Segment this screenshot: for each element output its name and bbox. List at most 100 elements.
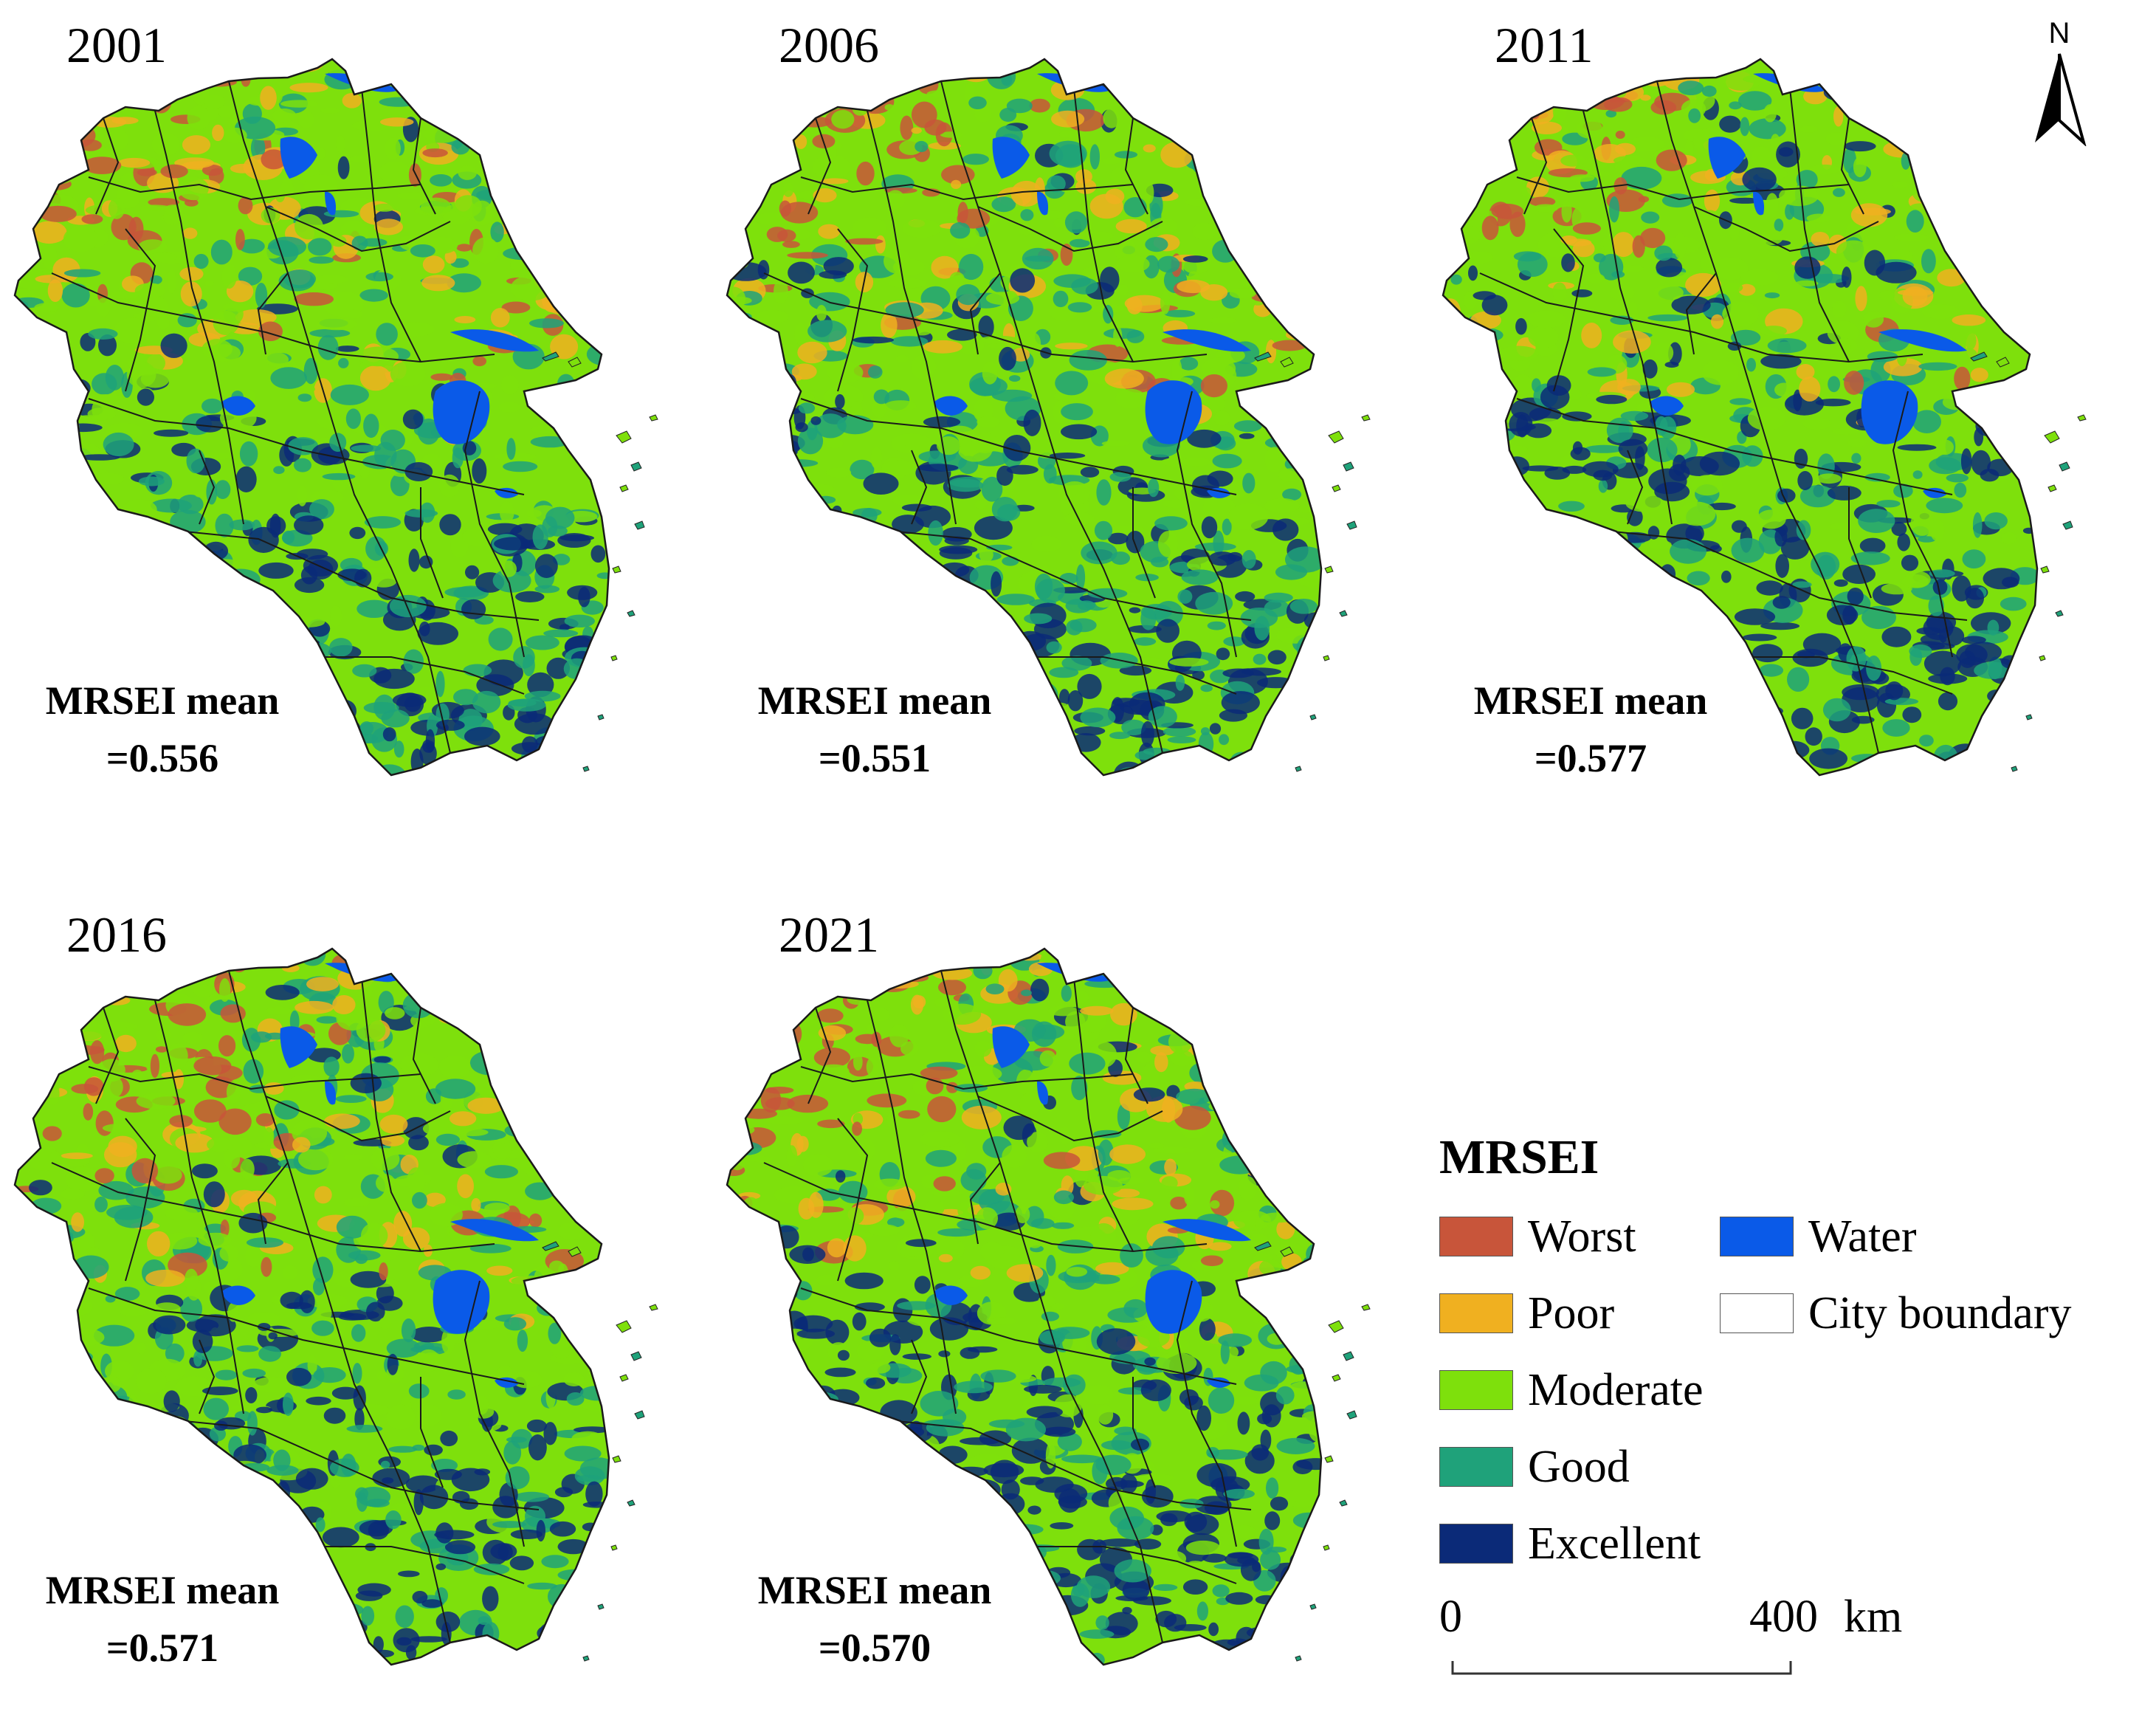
mrsei-patch [1200,727,1210,736]
mrsei-patch [41,93,69,114]
mrsei-patch [52,1423,90,1442]
mrsei-patch [41,1524,64,1549]
mrsei-patch [753,554,774,579]
mrsei-patch [63,423,103,433]
mrsei-patch [900,1041,919,1056]
island [568,1246,582,1257]
mrsei-patch [358,346,399,367]
mrsei-patch [568,1118,591,1144]
mrsei-patch [1232,1524,1256,1538]
mrsei-patch [1222,518,1232,536]
mrsei-patch [174,157,214,169]
mrsei-patch [543,1151,563,1163]
mrsei-patch [1915,120,1946,138]
mrsei-patch [531,954,545,976]
mrsei-patch [768,647,799,664]
mrsei-patch [980,1369,1016,1383]
mrsei-patch [816,1274,838,1286]
mrsei-patch [745,1530,763,1550]
mrsei-patch [1247,1285,1276,1307]
mrsei-patch [55,1285,69,1301]
mrsei-patch [295,213,323,240]
island [630,461,642,472]
mrsei-patch [477,86,503,104]
mrsei-patch [1183,994,1195,1013]
mrsei-patch [1833,579,1848,587]
mrsei-patch [1870,761,1899,775]
mrsei-patch [343,1197,371,1207]
mrsei-patch [1223,1488,1255,1499]
mrsei-patch [153,949,173,971]
mrsei-patch [419,60,430,83]
mrsei-patch [1144,182,1154,204]
mrsei-patch [1239,169,1253,176]
mrsei-patch [1618,439,1648,459]
mrsei-patch [1306,1243,1321,1265]
mrsei-patch [830,1497,859,1517]
mrsei-patch [2003,692,2025,714]
legend-item-city-boundary: City boundary [1720,1287,2071,1339]
mrsei-patch [1822,698,1851,722]
mrsei-patch [1564,69,1599,92]
mrsei-patch [1685,272,1721,298]
mrsei-patch [1055,343,1088,350]
mrsei-patch [215,513,234,537]
mrsei-patch [34,1468,66,1479]
mrsei-patch [196,1502,234,1518]
mrsei-patch [152,1476,162,1499]
mrsei-patch [574,86,590,97]
mrsei-patch [1572,240,1595,258]
mrsei-patch [788,261,815,284]
mrsei-patch [1729,197,1761,204]
mrsei-patch [24,190,49,210]
mrsei-patch [991,497,1018,522]
mrsei-patch [1523,651,1537,673]
mrsei-patch [1980,84,1997,104]
mrsei-patch [1606,417,1633,444]
mrsei-patch [1066,949,1087,963]
mrsei-patch [393,950,410,974]
mrsei-patch [1298,506,1312,514]
mrsei-patch [1044,210,1064,219]
city-boundary-line [265,206,451,252]
mrsei-patch [1969,190,2009,199]
mrsei-patch [1175,1007,1210,1015]
north-label: N [2049,17,2070,49]
mrsei-patch [1972,112,1984,135]
mrsei-patch [1293,162,1321,184]
mrsei-patch [1673,233,1687,259]
mrsei-patch [729,1274,750,1290]
mrsei-patch [554,1487,574,1498]
mrsei-patch [1121,719,1146,736]
mrsei-patch [514,983,544,993]
city-boundary-line [199,450,216,525]
mrsei-patch [811,952,847,974]
mrsei-patch [873,1178,906,1190]
mrsei-patch [261,149,287,170]
mrsei-patch [1115,219,1147,234]
mrsei-patch [444,250,457,264]
mrsei-patch [1980,761,2014,772]
mrsei-patch [1276,1437,1315,1454]
mrsei-patch [235,309,277,326]
water-body [1145,1270,1202,1334]
island [1332,484,1341,492]
mrsei-patch [364,516,402,529]
mrsei-patch [727,367,740,376]
island [1324,565,1334,574]
island [582,1655,590,1662]
mrsei-patch [392,692,427,707]
mrsei-patch [37,1527,78,1549]
mrsei-patch [1692,475,1723,496]
mrsei-patch [457,1128,489,1136]
mrsei-patch [1615,131,1625,139]
mrsei-patch [423,1017,435,1025]
mrsei-patch [1832,427,1860,435]
mrsei-patch [385,1510,402,1530]
mrsei-patch [1177,589,1193,604]
mrsei-patch [427,999,466,1006]
mrsei-patch [573,685,605,698]
mrsei-patch [524,1086,535,1110]
mrsei-patch [141,568,154,594]
mrsei-patch [515,591,545,603]
